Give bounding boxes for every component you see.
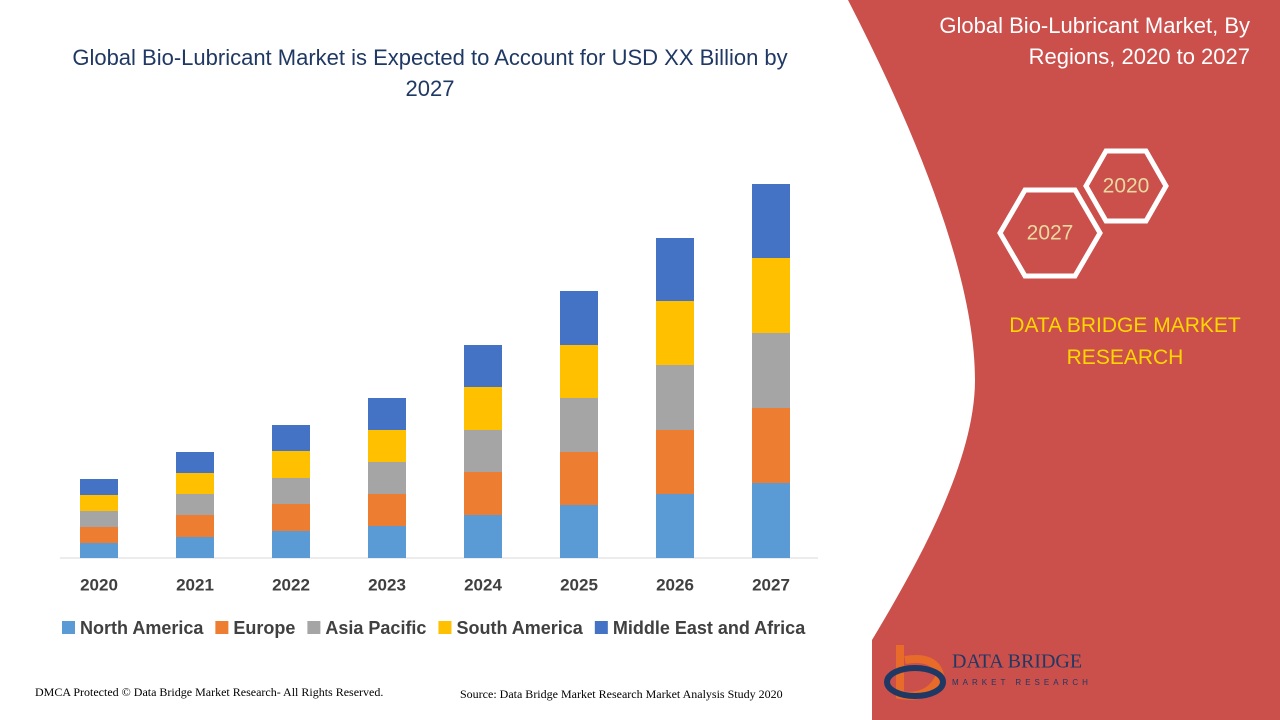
- hex-label: 2027: [1027, 222, 1074, 245]
- legend-swatch: [438, 621, 452, 634]
- bar-segment: [176, 494, 214, 515]
- bar-segment: [272, 478, 310, 504]
- bar-segment: [368, 430, 406, 462]
- title-box: Global Bio-Lubricant Market is Expected …: [72, 45, 788, 101]
- bar-segment: [560, 398, 598, 452]
- legend-swatch: [215, 621, 229, 634]
- hexagon: [997, 187, 1103, 279]
- bar-segment: [464, 430, 502, 472]
- legend-label: Middle East and Africa: [613, 618, 806, 638]
- bar-segment: [80, 495, 118, 511]
- bar-segment: [752, 408, 790, 483]
- legend-label: Europe: [233, 618, 295, 638]
- bar-segment: [80, 543, 118, 558]
- footer-left: DMCA Protected © Data Bridge Market Rese…: [35, 685, 383, 699]
- x-tick-label: 2026: [656, 575, 694, 594]
- x-tick-label: 2027: [752, 575, 790, 594]
- bar-segment: [656, 430, 694, 494]
- logo-tagline: MARKET RESEARCH: [952, 678, 1092, 687]
- chart-title: Global Bio-Lubricant Market is Expected …: [72, 45, 788, 101]
- bar-segment: [368, 462, 406, 494]
- bar-segment: [368, 398, 406, 430]
- bar-segment: [560, 345, 598, 398]
- brand-box: DATA BRIDGE MARKET RESEARCH: [1009, 314, 1241, 369]
- bar-segment: [272, 504, 310, 531]
- footer-source: Source: Data Bridge Market Research Mark…: [460, 687, 783, 701]
- panel-title: Global Bio-Lubricant Market, By Regions,…: [939, 13, 1250, 69]
- bar-segment: [464, 345, 502, 387]
- bar-segment: [752, 483, 790, 558]
- logo: DATA BRIDGE MARKET RESEARCH: [884, 645, 1092, 700]
- bar-segment: [560, 291, 598, 345]
- logo-name: DATA BRIDGE: [952, 651, 1082, 673]
- x-tick-label: 2021: [176, 575, 214, 594]
- bar-segment: [464, 472, 502, 515]
- bar-segment: [272, 451, 310, 478]
- bar-segment: [176, 473, 214, 494]
- bar-segment: [368, 494, 406, 526]
- bar-segment: [464, 515, 502, 558]
- bar-segment: [656, 365, 694, 430]
- hexagon: [1083, 148, 1169, 224]
- bar-segment: [752, 258, 790, 333]
- x-tick-label: 2025: [560, 575, 598, 594]
- bar-segment: [272, 425, 310, 451]
- bar-segment: [176, 537, 214, 558]
- bar-segment: [560, 452, 598, 505]
- bar-segment: [464, 387, 502, 430]
- legend-label: Asia Pacific: [325, 618, 426, 638]
- bar-segment: [656, 238, 694, 301]
- legend-swatch: [62, 621, 75, 634]
- plot: 2020 2021 2022 2023 2024 2025 2026 2027 North Am…: [62, 184, 806, 638]
- bar-segment: [752, 184, 790, 258]
- x-tick-label: 2023: [368, 575, 406, 594]
- bar-segment: [752, 333, 790, 408]
- x-tick-label: 2022: [272, 575, 310, 594]
- hex-label: 2020: [1103, 175, 1150, 198]
- x-tick-label: 2024: [464, 575, 502, 594]
- bar-segment: [80, 527, 118, 543]
- panel-title-box: Global Bio-Lubricant Market, By Regions,…: [939, 13, 1250, 69]
- bar-segment: [560, 505, 598, 558]
- side-panel: [848, 0, 1280, 720]
- bar-segment: [80, 479, 118, 495]
- legend-swatch: [594, 621, 608, 634]
- bar-segment: [272, 531, 310, 558]
- legend-label: North America: [80, 618, 204, 638]
- legend-swatch: [307, 621, 321, 634]
- bar-segment: [80, 511, 118, 527]
- brand: DATA BRIDGE MARKET RESEARCH: [1009, 314, 1241, 369]
- bar-segment: [176, 515, 214, 537]
- legend-label: South America: [456, 618, 583, 638]
- x-tick-label: 2020: [80, 575, 118, 594]
- bar-segment: [656, 494, 694, 558]
- bar-segment: [656, 301, 694, 365]
- bar-segment: [368, 526, 406, 558]
- bar-segment: [176, 452, 214, 473]
